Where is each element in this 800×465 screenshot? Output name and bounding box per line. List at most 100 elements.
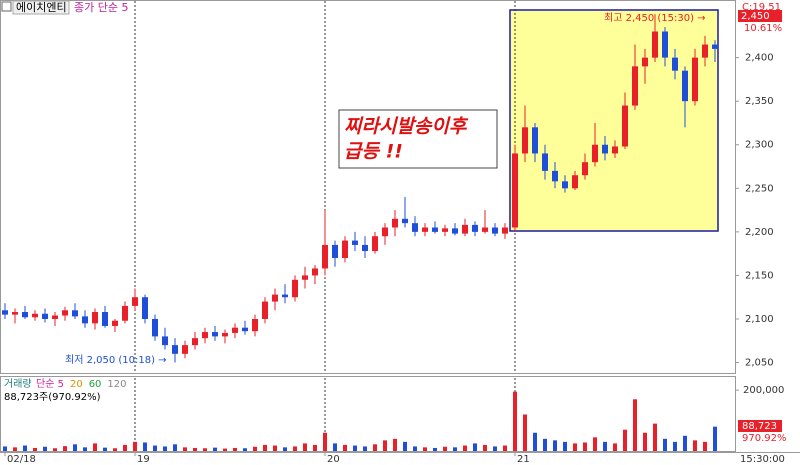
candle-body <box>452 228 458 234</box>
candle-body <box>482 227 488 232</box>
candle-body <box>222 332 228 337</box>
volume-bar <box>683 435 687 451</box>
candle-body <box>102 312 108 326</box>
candle-body <box>572 175 578 189</box>
volume-bar <box>543 438 547 451</box>
candle-body <box>562 181 568 189</box>
volume-bar <box>353 445 357 451</box>
volume-bar <box>153 445 157 451</box>
candle-body <box>292 279 298 298</box>
candle-body <box>462 224 468 234</box>
candle-body <box>312 268 318 276</box>
volume-bar <box>273 445 277 451</box>
stock-tab[interactable] <box>12 0 70 15</box>
volume-tick-label: 200,000 <box>743 385 784 396</box>
volume-bar <box>663 438 667 451</box>
volume-bar <box>173 444 177 451</box>
last-price-box <box>738 10 782 22</box>
volume-bar <box>413 446 417 451</box>
volume-bar <box>603 441 607 451</box>
x-tick-label: 19 <box>137 454 150 465</box>
volume-bar <box>363 446 367 451</box>
volume-bar <box>73 444 77 451</box>
volume-bar <box>113 448 117 451</box>
candle-body <box>12 312 18 315</box>
y-tick-label: 2,400 <box>745 53 774 64</box>
x-tick-label: 20 <box>327 454 340 465</box>
volume-bar <box>343 444 347 451</box>
last-price-label: 2,450 <box>741 11 770 22</box>
volume-bar <box>503 445 507 451</box>
highlight-box <box>509 9 719 232</box>
candle-body <box>472 224 478 232</box>
candle-body <box>32 313 38 318</box>
candle-body <box>352 240 358 245</box>
candle-body <box>492 227 498 234</box>
volume-bar <box>83 447 87 451</box>
volume-bar <box>53 448 57 451</box>
candle-body <box>542 153 548 171</box>
y-tick-label: 2,200 <box>745 227 774 238</box>
candle-body <box>162 336 168 346</box>
volume-bar <box>513 391 517 451</box>
candle-body <box>272 294 278 302</box>
volume-bar <box>243 448 247 451</box>
price-panel <box>0 0 736 374</box>
candle-body <box>262 301 268 319</box>
candle-body <box>52 315 58 319</box>
last-volume-label: 88,723 <box>742 421 777 432</box>
candle-body <box>622 105 628 147</box>
volume-bar <box>323 432 327 451</box>
candle-body <box>202 332 208 339</box>
volume-bar <box>123 444 127 451</box>
candle-body <box>2 310 8 315</box>
volume-bar <box>613 443 617 451</box>
volume-bar <box>493 446 497 451</box>
volume-bar <box>163 446 167 451</box>
volume-bar <box>13 447 17 451</box>
volume-bar <box>433 447 437 451</box>
candle-body <box>112 320 118 326</box>
candle-body <box>42 313 48 319</box>
candle-body <box>642 57 648 67</box>
y-tick-label: 2,150 <box>745 270 774 281</box>
volume-bar <box>253 446 257 451</box>
candle-body <box>422 227 428 232</box>
candle-body <box>632 66 638 106</box>
change-pct-label: 10.61% <box>744 23 782 34</box>
candle-body <box>342 240 348 259</box>
volume-bar <box>423 447 427 451</box>
y-tick-label: 2,300 <box>745 140 774 151</box>
volume-bar <box>393 438 397 451</box>
candle-body <box>512 153 518 228</box>
checkbox[interactable] <box>1 1 12 12</box>
volume-bar <box>203 448 207 451</box>
volume-ma-label: 20 <box>70 379 83 390</box>
candle-body <box>252 318 258 332</box>
volume-bar <box>43 446 47 451</box>
candle-body <box>72 310 78 317</box>
volume-bar <box>713 426 717 451</box>
candle-body <box>62 310 68 316</box>
volume-bar <box>703 441 707 451</box>
stock-name: 에이치엔티 <box>16 1 67 14</box>
volume-bar <box>193 447 197 451</box>
candle-body <box>442 228 448 232</box>
y-tick-label: 2,350 <box>745 96 774 107</box>
volume-bar <box>593 437 597 451</box>
volume-bar <box>453 447 457 451</box>
volume-bar <box>623 429 627 451</box>
change-label: C:19.51 <box>742 2 781 13</box>
x-tick-label: 21 <box>517 454 530 465</box>
candle-body <box>152 318 158 337</box>
volume-bar <box>183 447 187 451</box>
price-indicator: 종가 단순 5 <box>74 1 128 14</box>
volume-ma-label: 60 <box>89 379 102 390</box>
annotation-line: 찌라시발송이후 <box>344 116 469 138</box>
candle-body <box>362 244 368 252</box>
candle-body <box>142 297 148 319</box>
candle-body <box>682 70 688 102</box>
volume-bar <box>93 443 97 451</box>
candle-body <box>552 170 558 182</box>
volume-bar <box>693 440 697 451</box>
